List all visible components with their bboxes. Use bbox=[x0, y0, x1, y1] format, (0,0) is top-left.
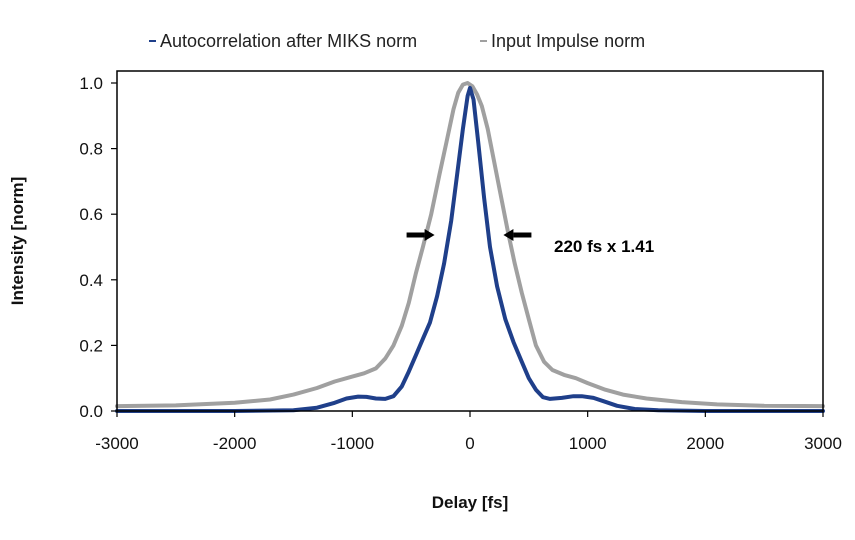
plot-area-frame bbox=[116, 70, 824, 412]
x-tick-label: 3000 bbox=[804, 434, 842, 453]
y-tick-label: 1.0 bbox=[79, 74, 103, 93]
y-axis-ticks: 0.0 0.2 0.4 0.6 0.8 1.0 bbox=[79, 74, 117, 421]
x-tick-label: 2000 bbox=[686, 434, 724, 453]
legend-label-autocorrelation: Autocorrelation after MIKS norm bbox=[160, 31, 417, 51]
x-tick-label: -3000 bbox=[95, 434, 138, 453]
legend: Autocorrelation after MIKS norm Input Im… bbox=[149, 31, 645, 51]
fwhm-arrow-left bbox=[406, 229, 435, 241]
fwhm-arrow-right-head bbox=[503, 229, 514, 241]
series-line-input-impulse bbox=[115, 81, 825, 409]
fwhm-arrow-left-head bbox=[424, 229, 435, 241]
x-axis-ticks: -3000 -2000 -1000 0 1000 2000 3000 bbox=[95, 411, 842, 453]
y-axis-title: Intensity [norm] bbox=[8, 177, 27, 305]
y-tick-label: 0.6 bbox=[79, 205, 103, 224]
x-tick-label: 0 bbox=[465, 434, 474, 453]
y-tick-label: 0.4 bbox=[79, 271, 103, 290]
fwhm-annotation-label: 220 fs x 1.41 bbox=[554, 237, 654, 256]
x-axis-title: Delay [fs] bbox=[432, 493, 509, 512]
x-tick-label: 1000 bbox=[569, 434, 607, 453]
legend-swatch-input-impulse bbox=[480, 40, 487, 42]
y-tick-label: 0.0 bbox=[79, 402, 103, 421]
legend-swatch-autocorrelation bbox=[149, 40, 156, 42]
fwhm-annotation: 220 fs x 1.41 bbox=[406, 229, 654, 256]
x-tick-label: -2000 bbox=[213, 434, 256, 453]
y-tick-label: 0.2 bbox=[79, 336, 103, 355]
x-tick-label: -1000 bbox=[331, 434, 374, 453]
y-tick-label: 0.8 bbox=[79, 140, 103, 159]
fwhm-arrow-right bbox=[503, 229, 532, 241]
legend-label-input-impulse: Input Impulse norm bbox=[491, 31, 645, 51]
series-line-autocorrelation bbox=[115, 85, 825, 413]
plot-lines bbox=[115, 81, 825, 413]
